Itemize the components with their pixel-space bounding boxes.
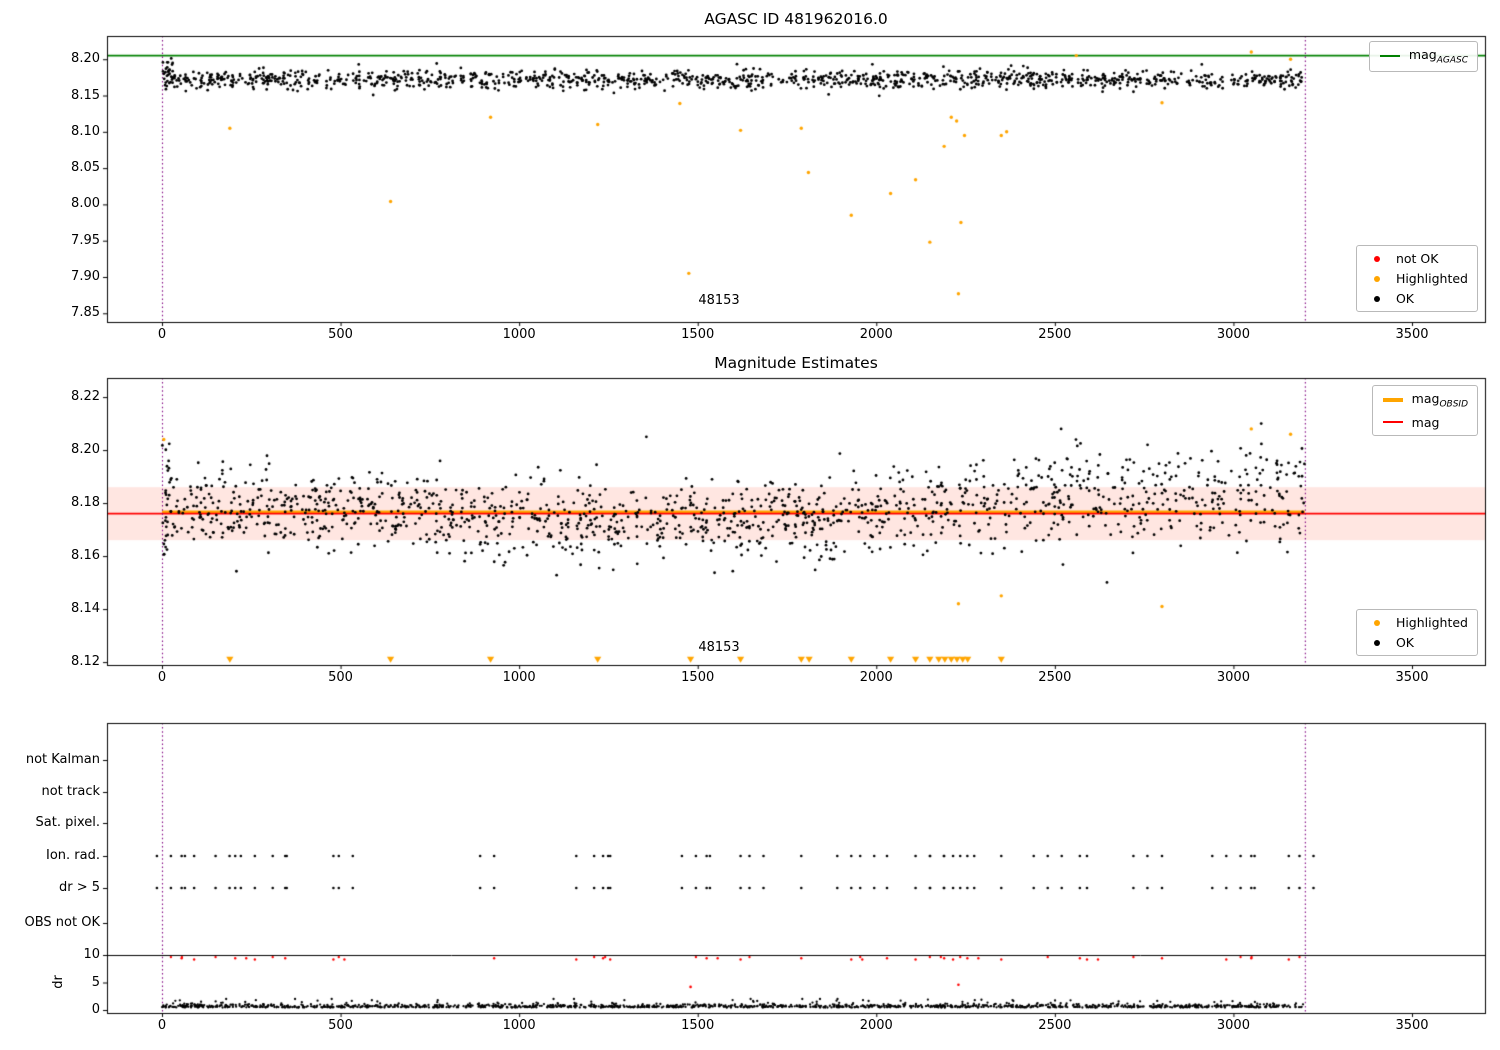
legend-label: Highlighted	[1395, 271, 1468, 286]
category-label: not Kalman	[25, 752, 100, 767]
dr-tick-label: 0	[91, 1002, 100, 1017]
y-tick-label: 8.05	[71, 160, 100, 176]
legend-line-swatch	[1379, 55, 1401, 58]
legend-line-swatch	[1382, 398, 1404, 403]
y-tick-label: 7.90	[71, 268, 100, 284]
x-tick-label: 1000	[502, 1018, 536, 1033]
legend-label: not OK	[1395, 251, 1439, 266]
x-tick-label: 3500	[1395, 670, 1429, 685]
legend-label: OK	[1395, 291, 1414, 306]
plot1-title: AGASC ID 481962016.0	[704, 10, 888, 28]
dr-axis-label: dr	[50, 975, 66, 989]
x-tick-label: 2500	[1038, 1018, 1072, 1033]
y-tick-label: 7.85	[71, 305, 100, 321]
y-tick-label: 8.18	[71, 495, 100, 511]
legend-item: OK	[1366, 635, 1468, 650]
plot2-title: Magnitude Estimates	[714, 354, 878, 372]
x-tick-label: 500	[328, 1018, 353, 1033]
x-tick-label: 1000	[502, 327, 536, 342]
x-tick-label: 500	[328, 670, 353, 685]
category-label: Sat. pixel.	[35, 815, 100, 830]
legend-item: Highlighted	[1366, 615, 1468, 630]
legend-item: magAGASC	[1379, 47, 1468, 66]
category-label: dr > 5	[58, 880, 100, 895]
x-tick-label: 1000	[502, 670, 536, 685]
y-tick-label: 8.16	[71, 548, 100, 564]
legend-dot-swatch	[1366, 255, 1388, 262]
y-tick-label: 8.15	[71, 87, 100, 103]
x-tick-label: 3500	[1395, 1018, 1429, 1033]
x-tick-label: 3500	[1395, 327, 1429, 342]
plot2-obsid-annotation: 48153	[698, 640, 740, 655]
legend: Highlighted OK	[1355, 609, 1478, 656]
x-tick-label: 2500	[1038, 670, 1072, 685]
y-tick-label: 8.20	[71, 442, 100, 458]
y-tick-label: 8.00	[71, 196, 100, 212]
legend-label: magOBSID	[1411, 391, 1468, 410]
x-tick-label: 0	[157, 1018, 167, 1033]
x-tick-label: 3000	[1216, 670, 1250, 685]
plot1-obsid-annotation: 48153	[698, 293, 740, 308]
legend-line-swatch	[1382, 421, 1404, 423]
dr-tick-label: 5	[91, 974, 100, 990]
legend-dot-swatch	[1366, 619, 1388, 626]
y-tick-label: 8.20	[71, 51, 100, 67]
legend-item: magOBSID	[1382, 391, 1468, 410]
legend: not OK Highlighted OK	[1355, 245, 1478, 312]
dr-tick-label: 10	[83, 947, 100, 962]
y-tick-label: 8.14	[71, 601, 100, 617]
category-label: Ion. rad.	[46, 848, 100, 863]
x-tick-label: 2000	[859, 1018, 893, 1033]
legend-item: Highlighted	[1366, 271, 1468, 286]
legend-label: OK	[1395, 635, 1414, 650]
category-label: OBS not OK	[24, 915, 101, 930]
legend-item: mag	[1382, 415, 1468, 430]
legend-label: Highlighted	[1395, 615, 1468, 630]
legend: magOBSID mag	[1371, 385, 1478, 436]
legend-item: OK	[1366, 291, 1468, 306]
y-tick-label: 8.22	[71, 389, 100, 405]
x-tick-label: 500	[328, 327, 353, 342]
x-tick-label: 1500	[681, 1018, 715, 1033]
legend-label: magAGASC	[1408, 47, 1468, 66]
y-tick-label: 7.95	[71, 232, 100, 248]
x-tick-label: 1500	[681, 670, 715, 685]
x-tick-label: 3000	[1216, 1018, 1250, 1033]
legend-label: mag	[1411, 414, 1440, 430]
x-tick-label: 0	[157, 327, 167, 342]
legend-dot-swatch	[1366, 639, 1388, 646]
legend-dot-swatch	[1366, 295, 1388, 302]
x-tick-label: 0	[157, 670, 167, 685]
category-label: not track	[41, 784, 100, 799]
legend-dot-swatch	[1366, 275, 1388, 282]
x-tick-label: 2000	[859, 327, 893, 342]
y-tick-label: 8.12	[71, 654, 100, 670]
x-tick-label: 2500	[1038, 327, 1072, 342]
legend-item: not OK	[1366, 251, 1468, 266]
y-tick-label: 8.10	[71, 123, 100, 139]
x-tick-label: 1500	[681, 327, 715, 342]
x-tick-label: 3000	[1216, 327, 1250, 342]
x-tick-label: 2000	[859, 670, 893, 685]
legend: magAGASC	[1368, 41, 1478, 72]
